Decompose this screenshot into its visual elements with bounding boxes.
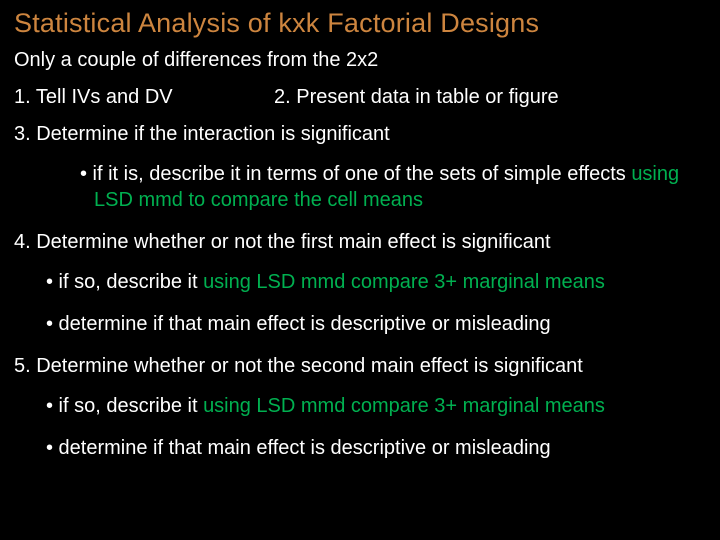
item-3-bullet-a-pre: • if it is, describe it in terms of one …	[80, 163, 631, 185]
item-4-bullet-a: • if so, describe it using LSD mmd compa…	[14, 270, 706, 296]
item-2: 2. Present data in table or figure	[274, 86, 559, 109]
slide-subtitle: Only a couple of differences from the 2x…	[14, 49, 706, 72]
item-5: 5. Determine whether or not the second m…	[14, 355, 706, 378]
item-3: 3. Determine if the interaction is signi…	[14, 123, 706, 146]
row-items-1-2: 1. Tell IVs and DV 2. Present data in ta…	[14, 86, 706, 109]
item-5-bullet-a: • if so, describe it using LSD mmd compa…	[14, 394, 706, 420]
item-1: 1. Tell IVs and DV	[14, 86, 274, 109]
slide-title: Statistical Analysis of kxk Factorial De…	[14, 8, 706, 39]
item-3-bullet-a: • if it is, describe it in terms of one …	[14, 162, 706, 213]
item-4-bullet-a-accent: using LSD mmd compare 3+ marginal means	[203, 271, 605, 293]
item-5-bullet-a-accent: using LSD mmd compare 3+ marginal means	[203, 395, 605, 417]
item-4: 4. Determine whether or not the first ma…	[14, 231, 706, 254]
item-4-bullet-b: • determine if that main effect is descr…	[14, 312, 706, 338]
item-5-bullet-b: • determine if that main effect is descr…	[14, 436, 706, 462]
item-4-bullet-a-pre: • if so, describe it	[46, 271, 203, 293]
item-5-bullet-a-pre: • if so, describe it	[46, 395, 203, 417]
